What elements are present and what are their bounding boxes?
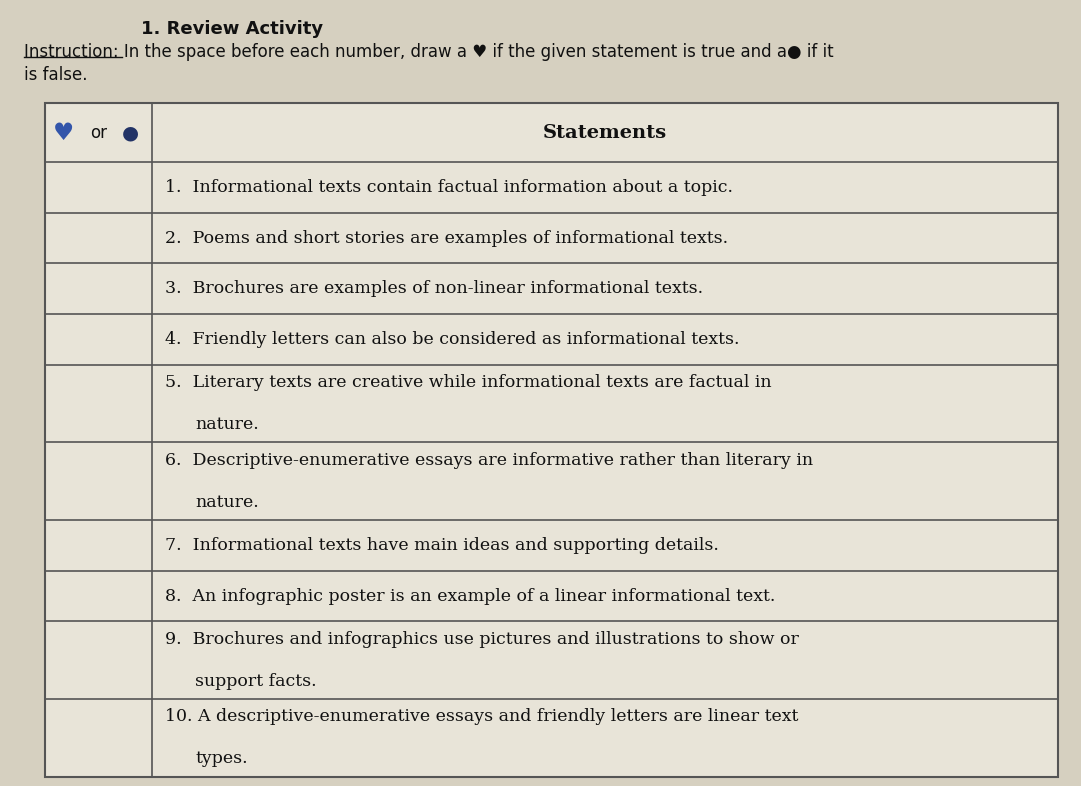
Text: or: or: [90, 123, 107, 141]
Text: 2.  Poems and short stories are examples of informational texts.: 2. Poems and short stories are examples …: [165, 230, 729, 247]
Text: 6.  Descriptive-enumerative essays are informative rather than literary in: 6. Descriptive-enumerative essays are in…: [165, 452, 813, 468]
FancyBboxPatch shape: [44, 103, 1058, 777]
Text: 3.  Brochures are examples of non-linear informational texts.: 3. Brochures are examples of non-linear …: [165, 281, 704, 297]
Text: nature.: nature.: [196, 494, 259, 511]
Text: 7.  Informational texts have main ideas and supporting details.: 7. Informational texts have main ideas a…: [165, 537, 719, 554]
Text: nature.: nature.: [196, 416, 259, 433]
Text: 8.  An infographic poster is an example of a linear informational text.: 8. An infographic poster is an example o…: [165, 588, 776, 604]
Text: ●: ●: [122, 123, 139, 142]
Text: Statements: Statements: [543, 123, 667, 141]
Text: Instruction: In the space before each number, draw a ♥ if the given statement is: Instruction: In the space before each nu…: [24, 43, 833, 61]
Text: 10. A descriptive-enumerative essays and friendly letters are linear text: 10. A descriptive-enumerative essays and…: [165, 708, 799, 725]
Text: 4.  Friendly letters can also be considered as informational texts.: 4. Friendly letters can also be consider…: [165, 331, 739, 348]
Text: 1.  Informational texts contain factual information about a topic.: 1. Informational texts contain factual i…: [165, 179, 733, 196]
Text: 5.  Literary texts are creative while informational texts are factual in: 5. Literary texts are creative while inf…: [165, 374, 772, 391]
Text: 9.  Brochures and infographics use pictures and illustrations to show or: 9. Brochures and infographics use pictur…: [165, 631, 799, 648]
Text: types.: types.: [196, 751, 249, 767]
Text: is false.: is false.: [24, 66, 88, 84]
Text: 1. Review Activity: 1. Review Activity: [141, 20, 322, 38]
Text: ♥: ♥: [53, 120, 75, 145]
Text: support facts.: support facts.: [196, 673, 317, 690]
